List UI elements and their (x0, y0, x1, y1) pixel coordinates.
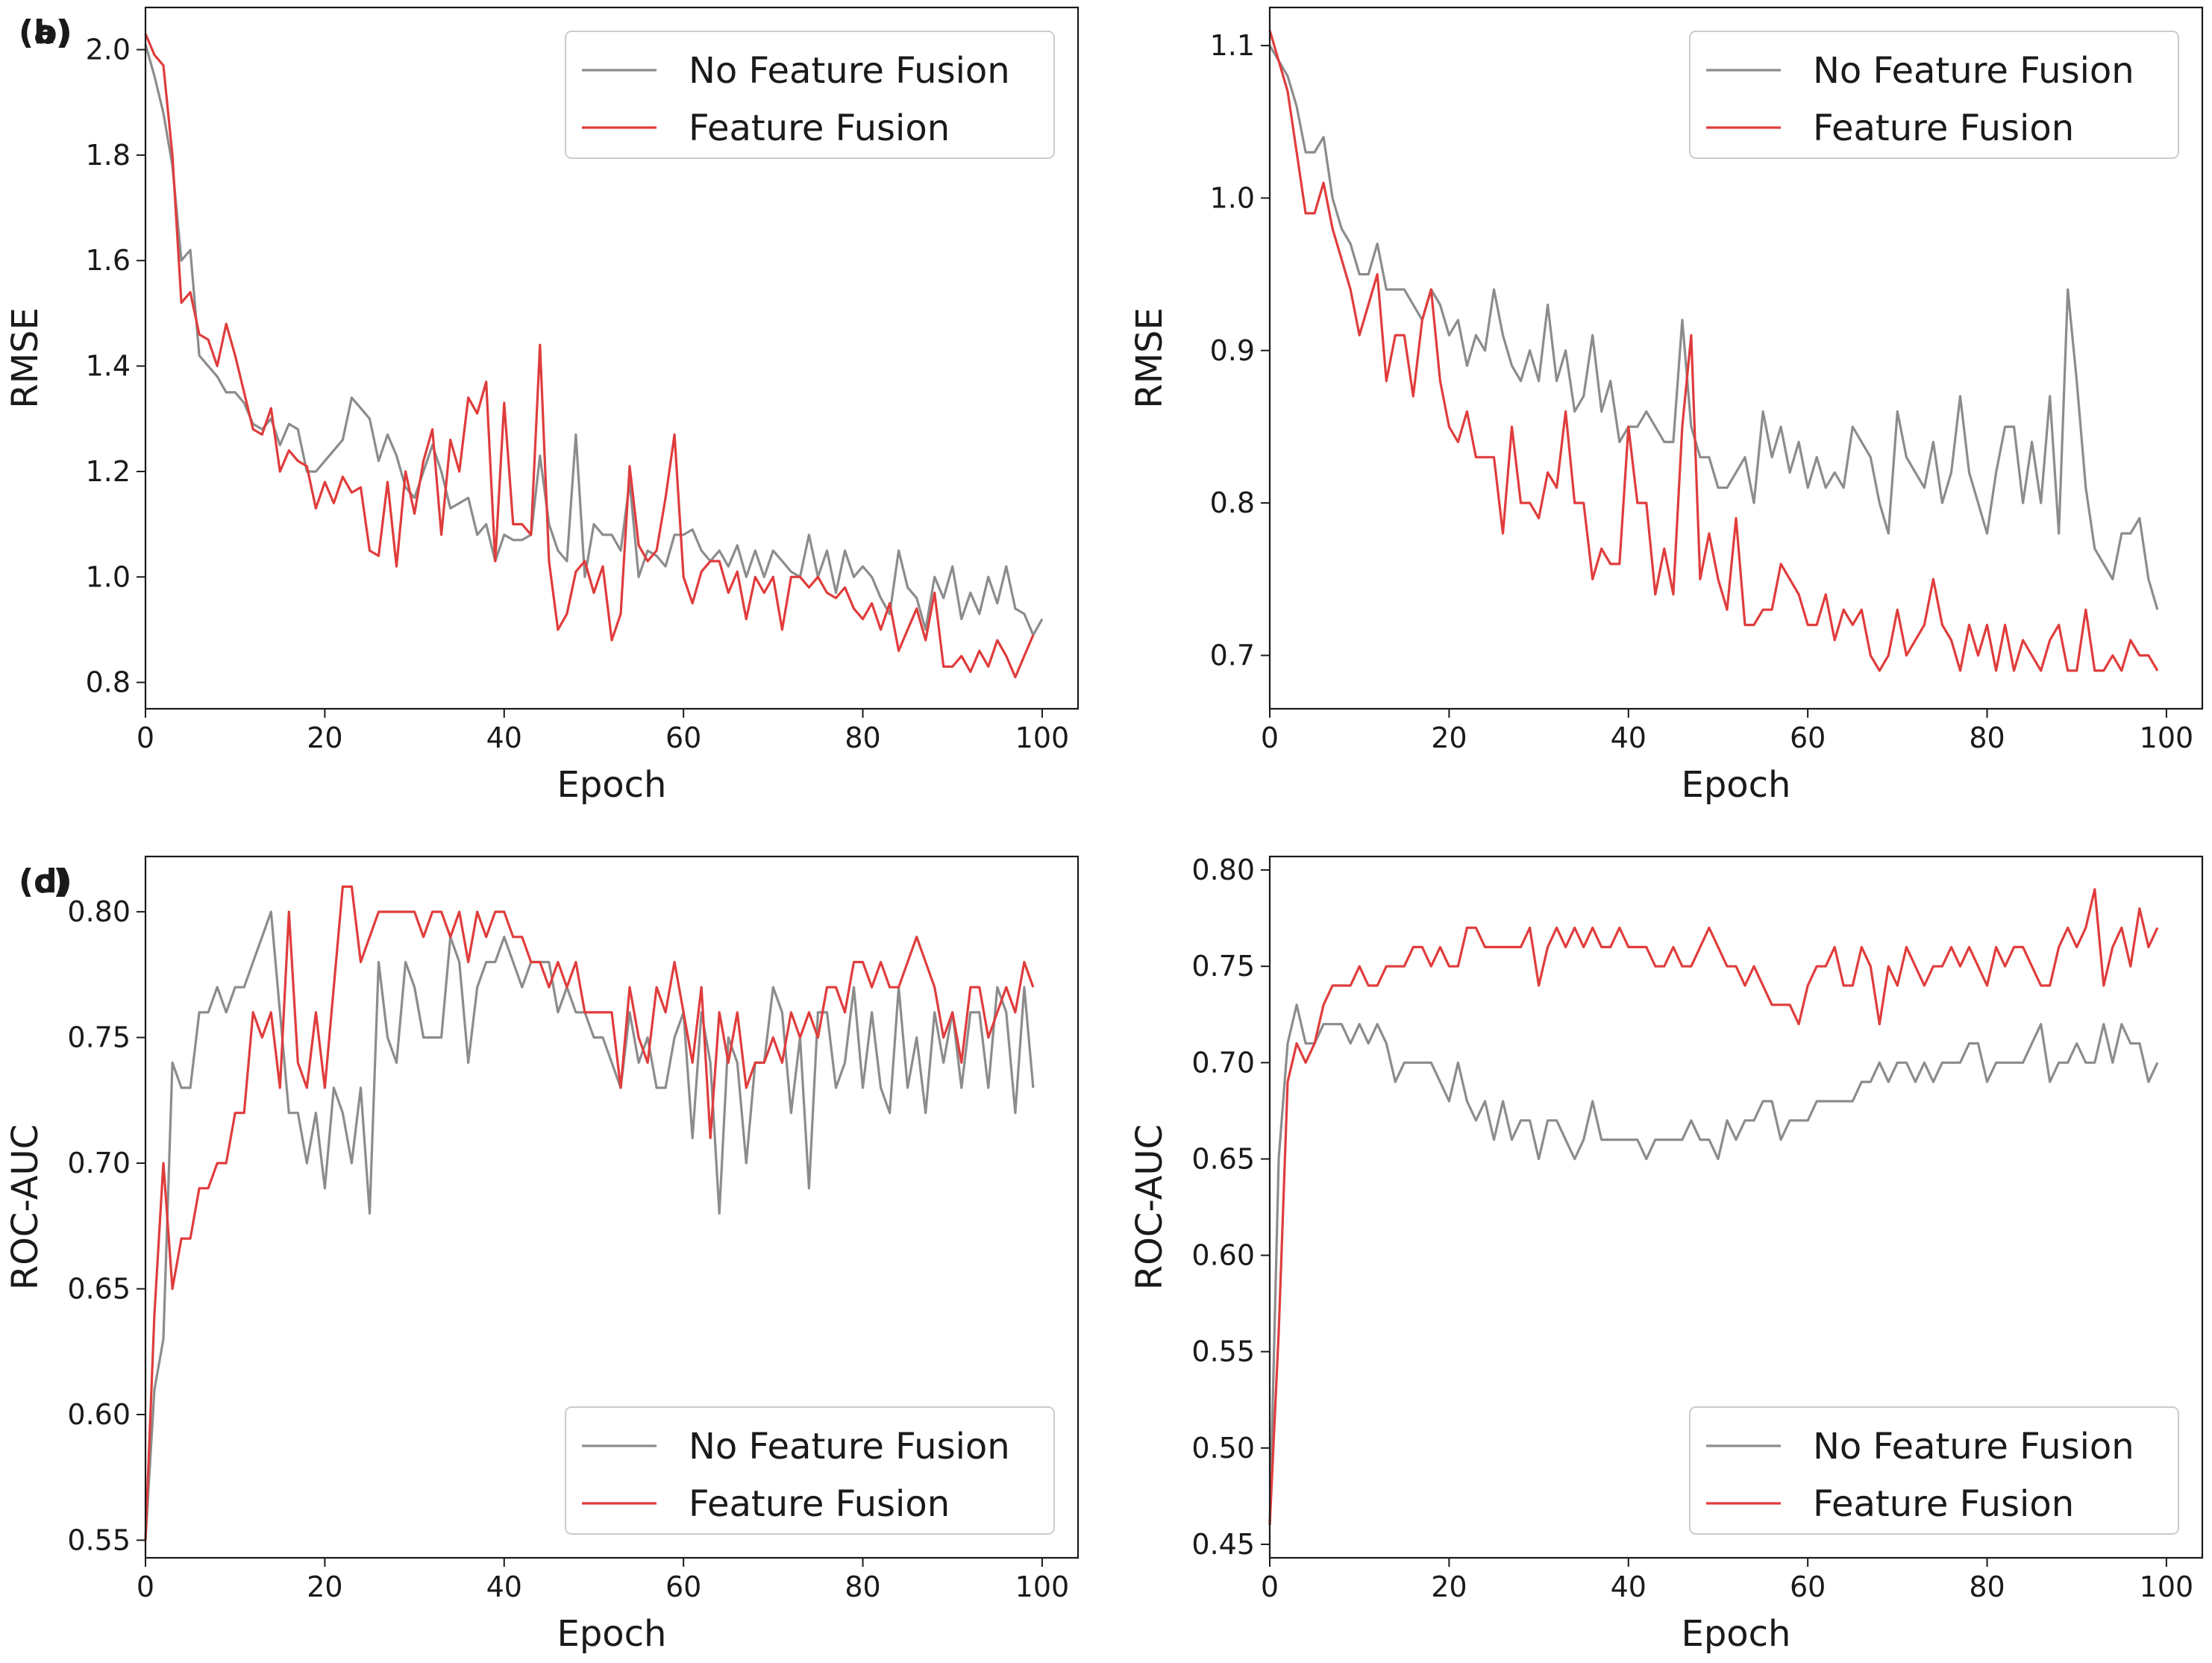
x-tick-label: 0 (137, 721, 154, 754)
panel-label: (c) (19, 862, 68, 901)
plot-frame (1268, 6, 2204, 710)
x-tick-label: 80 (845, 721, 880, 754)
series-group (1268, 888, 2159, 1526)
series-line-feature-fusion (1268, 888, 2159, 1526)
series-line-no-feature-fusion (144, 44, 1044, 636)
y-tick-label: 0.8 (86, 666, 131, 699)
x-tick-label: 60 (665, 721, 701, 754)
legend-label-no-feature-fusion: No Feature Fusion (1813, 1426, 2134, 1468)
x-tick-label: 20 (307, 721, 342, 754)
x-axis-label: Epoch (1682, 1613, 1791, 1655)
y-tick-label: 0.70 (67, 1147, 131, 1180)
y-tick-label: 0.75 (67, 1021, 131, 1054)
x-tick-label: 80 (1969, 1570, 2005, 1603)
y-axis-label: ROC-AUC (1129, 1124, 1171, 1290)
x-axis-label: Epoch (557, 764, 667, 806)
x-tick-label: 80 (845, 1570, 880, 1603)
series-group (144, 33, 1044, 679)
y-tick-label: 1.2 (86, 455, 131, 488)
y-tick-label: 2.0 (86, 34, 131, 66)
series-group (1268, 30, 2159, 672)
panel-a-rmse-chart: (a) 0 20 40 60 80 100 0.8 1.0 1.2 1.4 1.6 1.8 2.0 Epoc… (4, 6, 1080, 806)
series-line-feature-fusion (144, 885, 1035, 1541)
y-tick-label: 1.1 (1210, 29, 1255, 62)
x-tick-label: 40 (486, 721, 522, 754)
y-tick-label: 0.65 (67, 1272, 131, 1305)
legend: No Feature Fusion Feature Fusion (1689, 1406, 2179, 1535)
plot-frame (144, 6, 1080, 710)
x-tick-label: 40 (1611, 1570, 1647, 1603)
series-line-no-feature-fusion (1268, 1003, 2159, 1526)
panel-label: (b) (19, 13, 72, 51)
legend-label-feature-fusion: Feature Fusion (689, 1483, 950, 1525)
legend-box (1689, 31, 2179, 159)
y-tick-label: 0.80 (1191, 854, 1255, 886)
x-tick-label: 60 (665, 1570, 701, 1603)
x-tick-label: 100 (2140, 721, 2194, 754)
panel-label: (a) (19, 13, 71, 51)
y-tick-label: 0.8 (1210, 486, 1255, 519)
legend-label-feature-fusion: Feature Fusion (1813, 107, 2074, 149)
x-tick-label: 0 (1261, 721, 1279, 754)
panel-label: (d) (19, 862, 72, 901)
y-tick-label: 1.6 (86, 244, 131, 277)
legend: No Feature Fusion Feature Fusion (565, 1406, 1055, 1535)
legend: No Feature Fusion Feature Fusion (565, 31, 1055, 159)
x-tick-label: 0 (137, 1570, 154, 1603)
series-line-no-feature-fusion (144, 910, 1035, 1541)
legend-label-no-feature-fusion: No Feature Fusion (689, 50, 1010, 92)
x-tick-label: 40 (1611, 721, 1647, 754)
y-tick-label: 1.0 (1210, 181, 1255, 214)
panel-c-roc-auc-chart: (c) 0 20 40 60 80 100 0.55 0.60 0.65 0.70 0.75 0.80 E… (4, 855, 1080, 1655)
plot-frame (1268, 855, 2204, 1559)
series-group (144, 885, 1035, 1541)
y-tick-label: 0.9 (1210, 334, 1255, 367)
plot-frame (144, 855, 1080, 1559)
x-tick-label: 100 (2140, 1570, 2194, 1603)
legend-box (1689, 1406, 2179, 1535)
x-tick-label: 100 (1015, 721, 1070, 754)
y-tick-label: 0.55 (67, 1523, 131, 1556)
y-tick-label: 0.50 (1191, 1432, 1255, 1465)
x-tick-label: 20 (1431, 721, 1467, 754)
y-tick-label: 0.70 (1191, 1046, 1255, 1079)
y-axis-label: RMSE (1129, 307, 1171, 409)
legend-label-feature-fusion: Feature Fusion (1813, 1483, 2074, 1525)
x-tick-label: 20 (307, 1570, 342, 1603)
legend-label-no-feature-fusion: No Feature Fusion (1813, 50, 2134, 92)
y-tick-label: 1.4 (86, 350, 131, 383)
y-tick-label: 0.60 (1191, 1239, 1255, 1272)
x-tick-label: 40 (486, 1570, 522, 1603)
y-axis-label: ROC-AUC (4, 1124, 46, 1290)
legend-label-no-feature-fusion: No Feature Fusion (689, 1426, 1010, 1468)
series-line-feature-fusion (1268, 30, 2159, 672)
y-tick-label: 0.80 (67, 895, 131, 928)
legend-box (565, 31, 1055, 159)
series-line-feature-fusion (144, 33, 1035, 679)
x-tick-label: 60 (1790, 1570, 1826, 1603)
x-axis-label: Epoch (557, 1613, 667, 1655)
legend-label-feature-fusion: Feature Fusion (689, 107, 950, 149)
panel-b-rmse-chart: (b) 0 20 40 60 80 100 0.7 0.8 0.9 1.0 1.1 Epoch RMSE N… (19, 6, 2204, 806)
series-line-no-feature-fusion (1268, 45, 2159, 610)
x-axis-label: Epoch (1682, 764, 1791, 806)
y-tick-label: 1.0 (86, 560, 131, 593)
x-tick-label: 0 (1261, 1570, 1279, 1603)
y-tick-label: 1.8 (86, 139, 131, 172)
x-tick-label: 20 (1431, 1570, 1467, 1603)
y-tick-label: 0.60 (67, 1398, 131, 1431)
y-tick-label: 0.75 (1191, 950, 1255, 983)
x-tick-label: 60 (1790, 721, 1826, 754)
x-tick-label: 80 (1969, 721, 2005, 754)
x-tick-label: 100 (1015, 1570, 1070, 1603)
y-tick-label: 0.55 (1191, 1335, 1255, 1368)
y-tick-label: 0.45 (1191, 1528, 1255, 1561)
panel-d-roc-auc-chart: (d) 0 20 40 60 80 100 0.45 0.50 0.55 0.60 0.65 0.70 0… (19, 854, 2204, 1655)
legend: No Feature Fusion Feature Fusion (1689, 31, 2179, 159)
y-tick-label: 0.65 (1191, 1142, 1255, 1175)
legend-box (565, 1406, 1055, 1535)
y-axis-label: RMSE (4, 307, 46, 409)
y-tick-label: 0.7 (1210, 639, 1255, 671)
